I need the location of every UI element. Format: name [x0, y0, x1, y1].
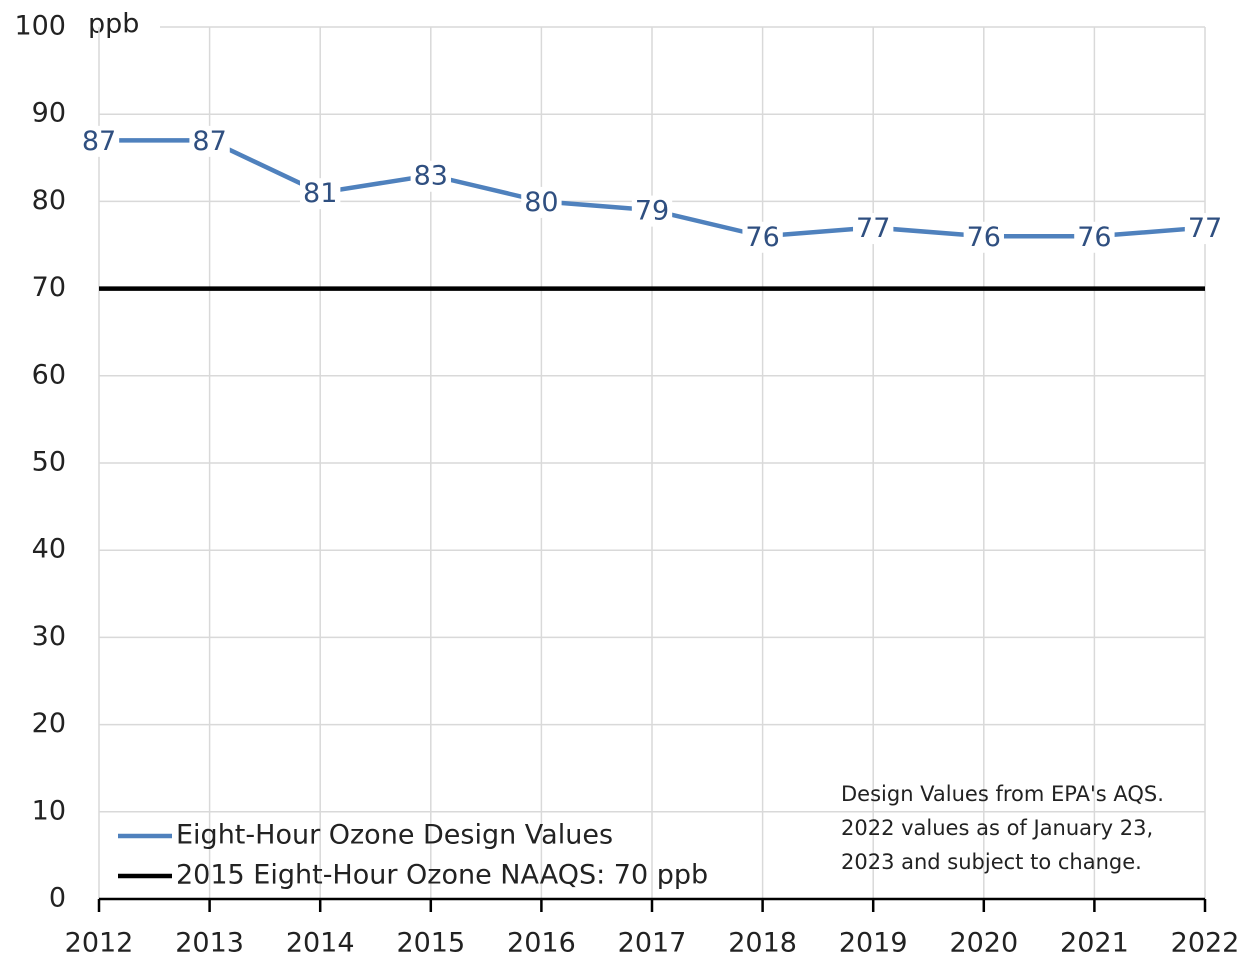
- data-label-bg: [410, 160, 451, 192]
- data-label-group: 80: [521, 186, 562, 218]
- x-tick-label: 2017: [618, 928, 687, 959]
- x-tick-label: 2013: [175, 928, 244, 959]
- y-tick-label: 50: [32, 447, 66, 478]
- x-tick-label: 2019: [839, 928, 908, 959]
- data-label: 76: [967, 222, 1001, 253]
- annotation: 2022 values as of January 23,: [841, 816, 1153, 840]
- data-label-bg: [631, 195, 673, 227]
- x-tick-label: 2012: [65, 928, 134, 959]
- y-axis-label: ppb: [88, 9, 139, 40]
- y-tick-label: 80: [32, 185, 66, 216]
- y-tick-label: 90: [32, 98, 66, 129]
- y-tick-label: 20: [32, 708, 66, 739]
- data-label: 79: [635, 196, 669, 227]
- y-tick-label: 30: [32, 621, 66, 652]
- data-label-bg: [78, 125, 120, 157]
- x-tick-label: 2016: [507, 928, 576, 959]
- y-tick-label: 100: [14, 11, 66, 42]
- data-label-bg: [853, 213, 894, 245]
- data-label: 80: [524, 187, 558, 218]
- data-label: 87: [82, 126, 116, 157]
- x-tick-label: 2022: [1171, 928, 1240, 959]
- annotation: 2023 and subject to change.: [841, 850, 1142, 874]
- data-label: 77: [1188, 213, 1222, 244]
- legend-label: 2015 Eight-Hour Ozone NAAQS: 70 ppb: [176, 860, 708, 891]
- x-tick-label: 2020: [949, 928, 1018, 959]
- data-label: 87: [192, 126, 226, 157]
- data-label-bg: [1074, 221, 1115, 253]
- data-label: 81: [303, 178, 337, 209]
- data-label-bg: [963, 221, 1004, 253]
- data-label-group: 76: [1074, 221, 1115, 253]
- data-label-group: 76: [742, 221, 783, 253]
- data-label-group: 81: [300, 178, 341, 210]
- data-label-group: 87: [78, 125, 120, 157]
- x-tick-label: 2014: [286, 928, 355, 959]
- data-label-group: 83: [410, 160, 451, 192]
- data-label-bg: [742, 221, 783, 253]
- data-label-group: 77: [853, 213, 894, 245]
- x-tick-label: 2018: [728, 928, 797, 959]
- y-tick-label: 40: [32, 534, 66, 565]
- y-tick-label: 70: [32, 272, 66, 303]
- data-label-bg: [521, 186, 562, 218]
- legend-label: Eight-Hour Ozone Design Values: [176, 820, 613, 851]
- data-label-group: 79: [631, 195, 673, 227]
- data-label: 77: [856, 213, 890, 244]
- y-tick-label: 0: [49, 883, 66, 914]
- x-tick-label: 2015: [396, 928, 465, 959]
- data-label: 76: [1077, 222, 1111, 253]
- data-label: 83: [414, 161, 448, 192]
- data-label-bg: [189, 125, 230, 157]
- annotation: Design Values from EPA's AQS.: [841, 782, 1164, 806]
- data-label-bg: [1184, 213, 1226, 245]
- data-label-bg: [300, 178, 341, 210]
- data-label-group: 76: [963, 221, 1004, 253]
- data-label-group: 87: [189, 125, 230, 157]
- y-tick-label: 10: [32, 795, 66, 826]
- x-tick-label: 2021: [1060, 928, 1129, 959]
- y-tick-label: 60: [32, 359, 66, 390]
- data-label-group: 77: [1184, 213, 1226, 245]
- data-label: 76: [745, 222, 779, 253]
